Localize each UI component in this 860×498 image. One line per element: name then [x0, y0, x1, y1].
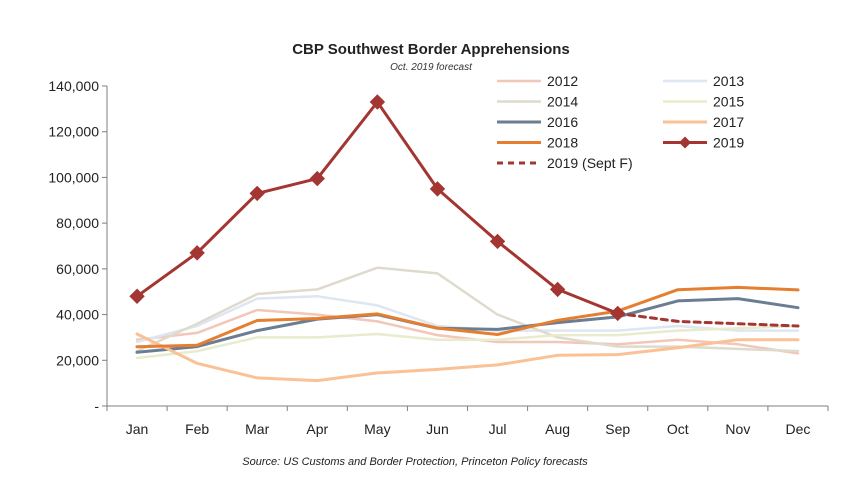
- x-axis: Jan Feb Mar Apr May Jun Jul Aug Sep Oct Nov Dec: [106, 405, 829, 437]
- legend-item: 2014: [497, 94, 578, 110]
- legend-label: 2013: [713, 73, 744, 89]
- series-2019: [129, 94, 626, 322]
- legend-label: 2012: [547, 73, 578, 89]
- x-tick-label: Apr: [306, 421, 328, 437]
- series-2015: [135, 324, 800, 360]
- legend-item: 2012: [497, 73, 578, 89]
- legend-label: 2016: [547, 114, 578, 130]
- x-tick-label: Sep: [605, 421, 630, 437]
- legend-item: 2015: [663, 94, 744, 110]
- x-tick-label: Jan: [126, 421, 149, 437]
- data-point-diamond: [189, 245, 205, 261]
- data-point-diamond: [429, 181, 446, 197]
- plot-area: [129, 94, 800, 383]
- chart-title: CBP Southwest Border Apprehensions: [292, 41, 570, 58]
- series-2018: [135, 285, 800, 349]
- y-tick-label: 140,000: [48, 78, 99, 94]
- series-line: [135, 324, 800, 360]
- series-2019-sept-f: [616, 311, 800, 328]
- x-tick-label: Jul: [489, 421, 507, 437]
- x-tick-label: May: [364, 421, 390, 437]
- legend-label: 2019: [713, 135, 744, 151]
- legend-label: 2017: [713, 114, 744, 130]
- chart-source: Source: US Customs and Border Protection…: [242, 456, 588, 468]
- y-tick-label: 100,000: [48, 169, 99, 185]
- data-point-diamond: [309, 170, 325, 187]
- x-tick-label: Dec: [786, 421, 811, 437]
- legend-label: 2014: [547, 94, 578, 110]
- data-point-diamond: [489, 233, 506, 250]
- series-line: [135, 297, 800, 354]
- series-2016: [135, 297, 800, 354]
- y-tick-label: 40,000: [56, 307, 99, 323]
- legend-label: 2018: [547, 135, 578, 151]
- series-line: [135, 285, 800, 349]
- legend-item: 2019 (Sept F): [497, 155, 633, 171]
- legend-item: 2016: [497, 114, 578, 130]
- x-tick-label: Oct: [667, 421, 689, 437]
- legend-label: 2015: [713, 94, 744, 110]
- data-point-diamond: [249, 185, 265, 202]
- legend-marker: [679, 136, 691, 149]
- legend-item: 2019: [663, 135, 744, 151]
- y-axis: - 20,000 40,000 60,000 80,000 100,000 120,000 1…: [48, 78, 108, 414]
- x-tick-label: Feb: [185, 421, 209, 437]
- y-tick-label: 80,000: [56, 215, 99, 231]
- x-tick-label: Mar: [245, 421, 269, 437]
- legend-item: 2013: [663, 73, 744, 89]
- y-tick-label: 20,000: [56, 352, 99, 368]
- series-line: [616, 311, 800, 328]
- chart-subtitle: Oct. 2019 forecast: [390, 62, 473, 73]
- legend-label: 2019 (Sept F): [547, 155, 633, 171]
- x-tick-label: Jun: [426, 421, 449, 437]
- series-line: [135, 332, 800, 383]
- data-point-diamond: [369, 94, 386, 110]
- y-tick-label: -: [94, 398, 99, 414]
- y-tick-label: 120,000: [48, 124, 99, 140]
- x-tick-label: Nov: [725, 421, 750, 437]
- data-point-diamond: [129, 288, 145, 304]
- x-tick-label: Aug: [545, 421, 570, 437]
- data-point-diamond: [549, 281, 566, 298]
- legend-item: 2017: [663, 114, 744, 130]
- series-line: [135, 100, 620, 315]
- series-2017: [135, 332, 800, 383]
- legend: 2012 2013 2014 2015 2016 2017 2018 2019 2019 (Se…: [497, 73, 744, 171]
- y-tick-label: 60,000: [56, 261, 99, 277]
- legend-item: 2018: [497, 135, 578, 151]
